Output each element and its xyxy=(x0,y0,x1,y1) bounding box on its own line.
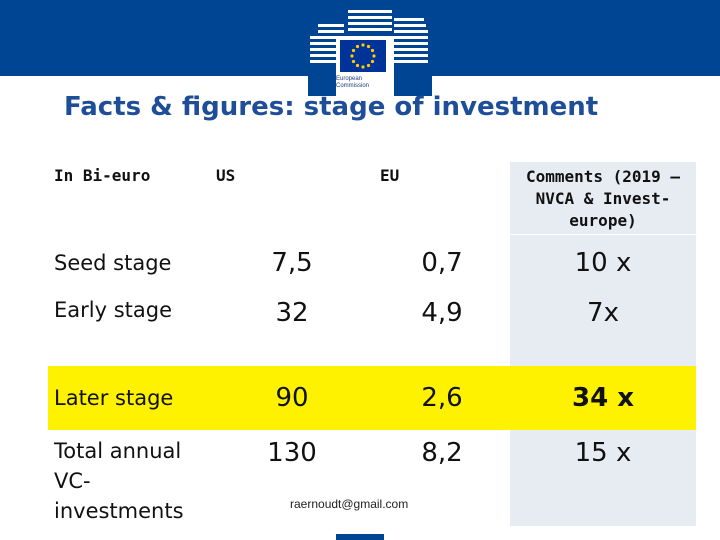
footer-bar xyxy=(336,534,384,540)
european-commission-logo xyxy=(308,6,432,96)
table-row: Total annual VC-investments 130 8,2 15 x xyxy=(48,430,696,526)
eu-value: 2,6 xyxy=(374,366,510,430)
us-value: 130 xyxy=(267,438,317,468)
comment-value: 34 x xyxy=(510,366,696,430)
header-comments: Comments (2019 – NVCA & Invest-europe) xyxy=(510,162,696,234)
footer-email: raernoudt@gmail.com xyxy=(290,497,409,511)
logo-text-line2: Commission xyxy=(336,83,370,89)
table-row-highlighted: Later stage 90 2,6 34 x xyxy=(48,366,696,430)
row-label: Early stage xyxy=(54,298,173,322)
comment-value: 10 x xyxy=(510,233,696,292)
logo-text: European Commission xyxy=(336,76,396,90)
eu-value: 8,2 xyxy=(421,438,463,468)
header-unit: In Bi-euro xyxy=(54,166,151,185)
logo-text-line1: European xyxy=(336,76,363,82)
table-row: Early stage 32 4,9 7x xyxy=(48,292,696,366)
slide-title: Facts & figures: stage of investment xyxy=(64,92,599,122)
us-value: 90 xyxy=(210,366,374,430)
eu-value: 4,9 xyxy=(421,298,463,328)
header-eu: EU xyxy=(380,166,400,185)
row-label: Seed stage xyxy=(48,233,210,292)
eu-value: 0,7 xyxy=(374,233,510,292)
table-row: Seed stage 7,5 0,7 10 x xyxy=(48,233,696,292)
us-value: 32 xyxy=(275,298,309,328)
row-label: Total annual VC-investments xyxy=(54,439,184,523)
header-us: US xyxy=(216,166,236,185)
comment-value: 7x xyxy=(510,292,696,366)
us-value: 7,5 xyxy=(210,233,374,292)
investment-stage-table: In Bi-euro US EU Comments (2019 – NVCA &… xyxy=(48,162,696,526)
comment-value: 15 x xyxy=(510,430,696,526)
row-label: Later stage xyxy=(48,366,210,430)
table-header-row: In Bi-euro US EU Comments (2019 – NVCA &… xyxy=(48,162,696,234)
